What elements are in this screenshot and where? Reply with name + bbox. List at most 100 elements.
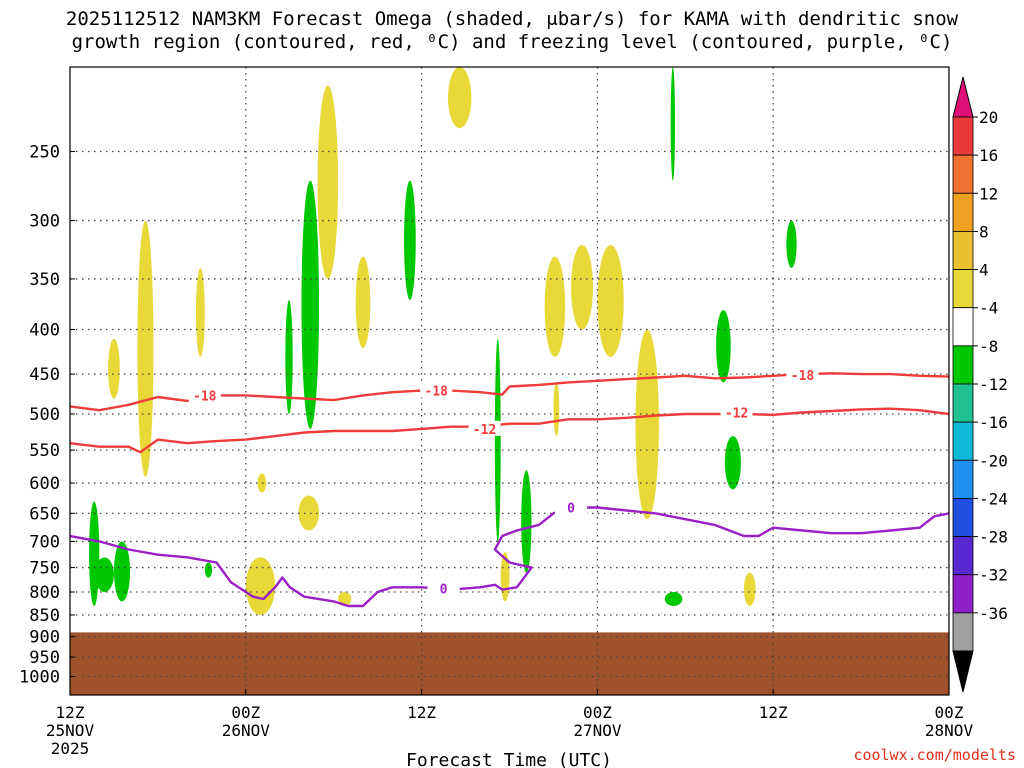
omega-region-21 (301, 180, 320, 429)
y-tick-label: 500 (29, 405, 60, 425)
y-tick-label: 800 (29, 583, 60, 603)
x-tick-label: 12Z (759, 703, 788, 722)
colorbar-segment (952, 154, 974, 194)
contour-label-bg (468, 420, 501, 436)
terrain-fill (70, 632, 949, 695)
colorbar-segment (952, 421, 974, 461)
omega-region-28 (786, 220, 797, 268)
contour-label-bg (786, 366, 819, 382)
omega-region-10 (298, 495, 320, 531)
y-tick-label: 1000 (19, 668, 60, 688)
colorbar-segment (952, 574, 974, 614)
y-tick-label: 650 (29, 504, 60, 524)
colorbar-label: -8 (979, 337, 998, 356)
contour-label: -18 (193, 389, 217, 404)
contour-label: -18 (791, 369, 815, 384)
omega-region-27 (670, 67, 676, 181)
colorbar-label: 16 (979, 146, 998, 165)
contour-2 (70, 506, 949, 608)
x-tick-label: 28NOV (925, 721, 974, 740)
omega-region-5 (447, 67, 472, 129)
colorbar-label: -32 (979, 566, 1008, 585)
plot-frame (69, 66, 950, 696)
x-axis-label: Forecast Time (UTC) (406, 750, 612, 768)
colorbar-label: -4 (979, 299, 998, 318)
colorbar-label: -36 (979, 604, 1008, 623)
x-tick-label: 27NOV (573, 721, 622, 740)
contour-label: -18 (425, 385, 449, 400)
contour-1 (70, 407, 949, 454)
colorbar-segment (952, 459, 974, 499)
contour-label: -12 (473, 423, 496, 438)
omega-region-30 (204, 562, 213, 578)
contour-label: -12 (725, 406, 748, 421)
chart-title-line-1: 2025112512 NAM3KM Forecast Omega (shaded… (65, 8, 959, 30)
omega-region-11 (257, 473, 267, 493)
colorbar-label: 12 (979, 184, 998, 203)
colorbar-label: -20 (979, 451, 1008, 470)
omega-region-4 (355, 256, 371, 348)
colorbar: 20 16 12 8 4 -4 -8 -12 -16 -20 -24 -28 -32 -36 (952, 76, 1008, 693)
colorbar-segment (952, 383, 974, 423)
omega-region-1 (108, 338, 120, 399)
omega-region-13 (338, 592, 352, 606)
credit-text: coolwx.com/modelts (853, 746, 1016, 764)
colorbar-top-arrow (952, 76, 974, 118)
x-tick-label: 12Z (56, 703, 85, 722)
colorbar-segment (952, 345, 974, 385)
omega-region-17 (89, 501, 100, 606)
y-tick-label: 350 (29, 270, 60, 290)
axes: 2503003504004505005506006507007508008509… (19, 66, 974, 758)
contour-label-bg (720, 404, 753, 420)
y-tick-label: 600 (29, 474, 60, 494)
colorbar-segment (952, 231, 974, 270)
x-tick-label: 00Z (231, 703, 260, 722)
colorbar-label: 20 (979, 108, 998, 127)
y-tick-label: 400 (29, 321, 60, 341)
x-tick-label: 2025 (51, 739, 90, 758)
x-tick-label: 25NOV (46, 721, 95, 740)
colorbar-segment (952, 269, 974, 309)
colorbar-label: -28 (979, 528, 1008, 547)
omega-region-3 (317, 85, 339, 279)
y-tick-label: 750 (29, 559, 60, 579)
colorbar-segment (952, 536, 974, 576)
colorbar-label: -16 (979, 413, 1008, 432)
y-tick-label: 300 (29, 212, 60, 232)
contour-label-bg (427, 580, 460, 596)
y-tick-label: 900 (29, 628, 60, 648)
y-tick-label: 550 (29, 441, 60, 461)
omega-region-16 (743, 572, 756, 606)
omega-region-9 (635, 329, 659, 520)
x-tick-label: 00Z (935, 703, 964, 722)
colorbar-segment (952, 612, 974, 652)
contour-label: 0 (440, 583, 448, 598)
omega-region-2 (195, 267, 205, 357)
omega-region-12 (245, 557, 276, 615)
colorbar-segment (952, 192, 974, 232)
omega-region-22 (404, 180, 416, 300)
omega-region-18 (94, 557, 114, 593)
colorbar-label: -12 (979, 375, 1008, 394)
omega-region-25 (716, 310, 731, 383)
colorbar-segment (952, 307, 974, 347)
omega-region-15 (553, 382, 560, 437)
colorbar-segment (952, 498, 974, 537)
y-tick-label: 700 (29, 532, 60, 552)
plot-area: -18 -18 -18 -12 -12 0 0 (70, 67, 949, 695)
contour-label: 0 (567, 502, 575, 517)
omega-region-20 (285, 299, 293, 415)
x-tick-label: 12Z (407, 703, 436, 722)
contour-label-bg (420, 382, 453, 398)
colorbar-bottom-arrow (952, 650, 974, 693)
x-tick-label: 00Z (583, 703, 612, 722)
omega-region-24 (521, 470, 532, 573)
colorbar-label: 4 (979, 261, 989, 280)
y-tick-label: 850 (29, 606, 60, 626)
x-tick-label: 26NOV (222, 721, 271, 740)
omega-region-29 (664, 592, 683, 606)
omega-region-6 (544, 256, 566, 357)
omega-region-0 (137, 220, 154, 477)
omega-region-8 (597, 244, 624, 357)
